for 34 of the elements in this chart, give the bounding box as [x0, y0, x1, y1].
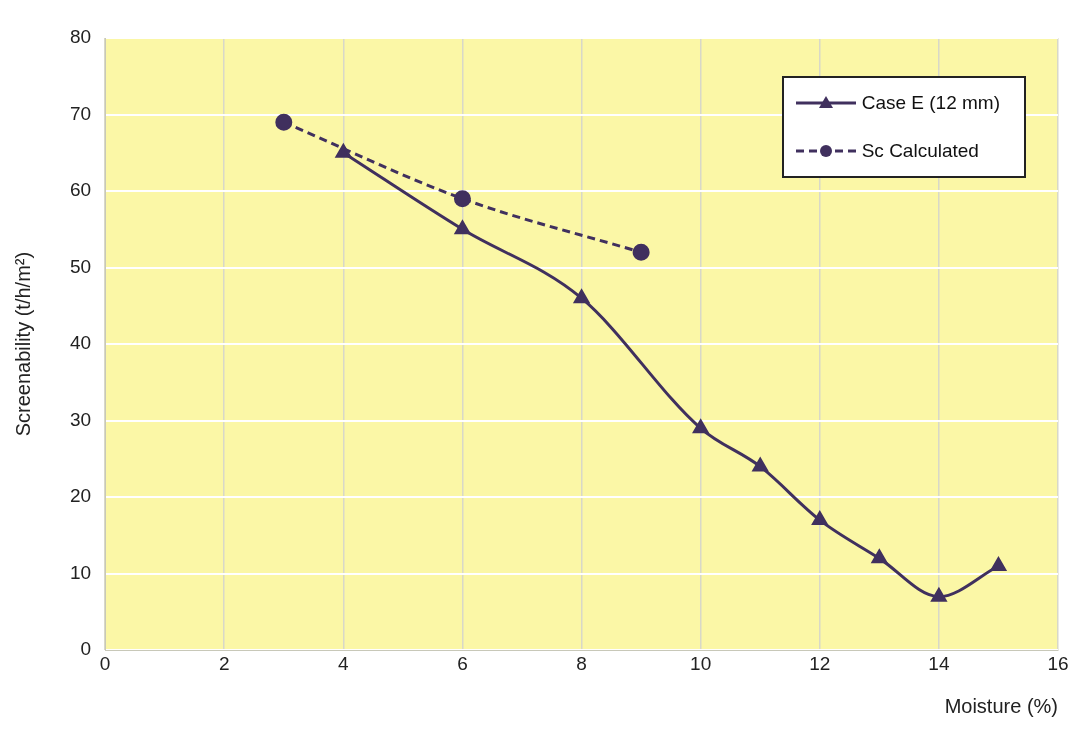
y-axis-title: Screenability (t/h/m²)	[11, 251, 34, 437]
point	[454, 220, 471, 235]
point	[453, 190, 471, 208]
point	[574, 289, 590, 304]
y-tick-label: 60	[69, 179, 92, 201]
point	[335, 144, 351, 158]
x-tick-label: 2	[218, 652, 230, 674]
x-tick-label: 16	[1047, 652, 1069, 674]
y-tick-label: 70	[69, 102, 92, 124]
point	[693, 419, 709, 434]
point	[931, 588, 947, 602]
point	[632, 243, 650, 261]
y-tick-label: 10	[69, 561, 92, 583]
point	[275, 113, 293, 131]
x-tick-label: 12	[809, 652, 831, 674]
point	[752, 458, 768, 472]
legend-label: Sc Calculated	[861, 140, 979, 162]
point	[990, 557, 1007, 572]
y-tick-label: 20	[69, 485, 92, 507]
y-tick-label: 40	[69, 332, 92, 354]
x-tick-label: 10	[690, 652, 712, 674]
x-tick-label: 0	[99, 652, 111, 674]
x-tick-label: 4	[338, 652, 350, 674]
point	[812, 511, 828, 526]
point	[871, 549, 887, 564]
x-tick-label: 14	[928, 652, 950, 674]
x-tick-label: 8	[576, 652, 587, 674]
x-tick-label: 6	[457, 652, 468, 674]
y-tick-label: 0	[80, 638, 92, 660]
legend-label: Case E (12 mm)	[861, 92, 1000, 114]
x-axis-title: Moisture (%)	[944, 694, 1058, 717]
y-tick-label: 50	[69, 255, 92, 277]
y-tick-label: 30	[69, 408, 92, 430]
y-tick-label: 80	[69, 26, 92, 48]
